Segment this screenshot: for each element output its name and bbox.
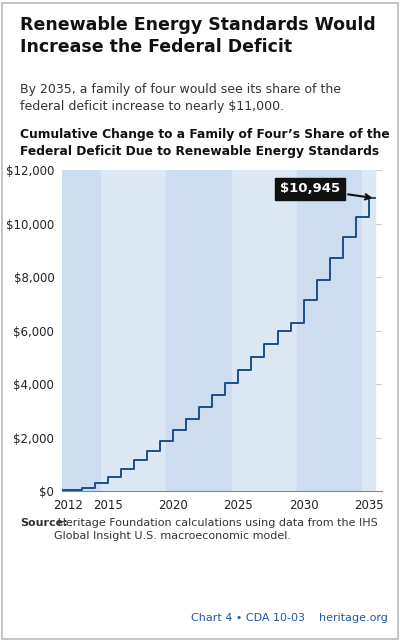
Text: Chart 4 • CDA 10-03    heritage.org: Chart 4 • CDA 10-03 heritage.org bbox=[191, 612, 388, 623]
Text: $10,945: $10,945 bbox=[280, 182, 370, 200]
Text: Source:: Source: bbox=[20, 518, 68, 528]
Bar bbox=[362, 170, 376, 491]
Text: By 2035, a family of four would see its share of the
federal deficit increase to: By 2035, a family of four would see its … bbox=[20, 83, 341, 114]
Text: Heritage Foundation calculations using data from the IHS
Global Insight U.S. mac: Heritage Foundation calculations using d… bbox=[54, 518, 378, 541]
Text: Cumulative Change to a Family of Four’s Share of the
Federal Deficit Due to Rene: Cumulative Change to a Family of Four’s … bbox=[20, 128, 390, 158]
Text: Renewable Energy Standards Would
Increase the Federal Deficit: Renewable Energy Standards Would Increas… bbox=[20, 16, 376, 56]
Bar bbox=[101, 170, 166, 491]
Bar bbox=[166, 170, 232, 491]
Bar bbox=[232, 170, 297, 491]
Bar bbox=[297, 170, 362, 491]
Bar bbox=[62, 170, 101, 491]
